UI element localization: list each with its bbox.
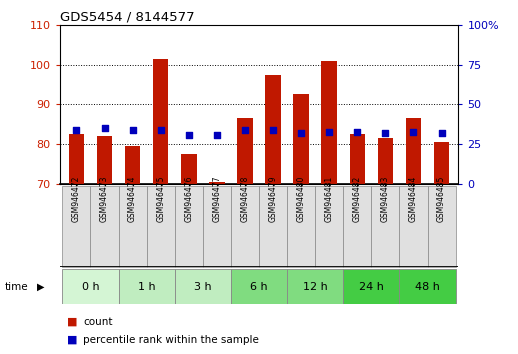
Text: 6 h: 6 h: [250, 282, 268, 292]
Bar: [315, 186, 343, 267]
Text: GSM946475: GSM946475: [156, 176, 165, 222]
Bar: [265, 75, 281, 184]
Point: [213, 132, 221, 137]
Point: [325, 129, 334, 134]
Bar: [427, 186, 456, 267]
Bar: [91, 186, 119, 267]
Point: [269, 127, 277, 133]
Bar: [231, 186, 259, 267]
Point: [353, 129, 362, 134]
Text: GSM946478: GSM946478: [240, 176, 250, 222]
Bar: [343, 269, 399, 304]
Point: [100, 125, 109, 131]
Text: GDS5454 / 8144577: GDS5454 / 8144577: [60, 11, 194, 24]
Bar: [343, 186, 371, 267]
Bar: [399, 269, 456, 304]
Bar: [153, 59, 168, 184]
Text: 0 h: 0 h: [82, 282, 99, 292]
Point: [128, 127, 137, 133]
Bar: [378, 138, 393, 184]
Text: GSM946484: GSM946484: [409, 176, 418, 222]
Bar: [434, 142, 449, 184]
Text: 3 h: 3 h: [194, 282, 212, 292]
Point: [381, 130, 390, 136]
Bar: [399, 186, 427, 267]
Point: [297, 130, 305, 136]
Point: [156, 127, 165, 133]
Text: count: count: [83, 317, 112, 327]
Text: time: time: [5, 282, 29, 292]
Text: GSM946477: GSM946477: [212, 176, 221, 222]
Text: GSM946472: GSM946472: [72, 176, 81, 222]
Text: 48 h: 48 h: [415, 282, 440, 292]
Text: GSM946473: GSM946473: [100, 176, 109, 222]
Bar: [97, 136, 112, 184]
Bar: [406, 118, 421, 184]
Text: 1 h: 1 h: [138, 282, 155, 292]
Text: GSM946474: GSM946474: [128, 176, 137, 222]
Bar: [62, 269, 119, 304]
Bar: [371, 186, 399, 267]
Text: GSM946483: GSM946483: [381, 176, 390, 222]
Text: ▶: ▶: [37, 282, 45, 292]
Text: ■: ■: [67, 335, 78, 345]
Bar: [181, 154, 196, 184]
Text: GSM946476: GSM946476: [184, 176, 193, 222]
Text: 12 h: 12 h: [303, 282, 327, 292]
Bar: [69, 134, 84, 184]
Text: GSM946485: GSM946485: [437, 176, 446, 222]
Bar: [259, 186, 287, 267]
Bar: [175, 269, 231, 304]
Text: GSM946479: GSM946479: [268, 176, 278, 222]
Text: GSM946482: GSM946482: [353, 176, 362, 222]
Bar: [62, 186, 91, 267]
Bar: [287, 186, 315, 267]
Bar: [203, 186, 231, 267]
Text: percentile rank within the sample: percentile rank within the sample: [83, 335, 259, 345]
Bar: [322, 61, 337, 184]
Bar: [119, 269, 175, 304]
Text: GSM946480: GSM946480: [297, 176, 306, 222]
Text: 24 h: 24 h: [359, 282, 384, 292]
Bar: [175, 186, 203, 267]
Point: [73, 127, 81, 133]
Bar: [119, 186, 147, 267]
Bar: [147, 186, 175, 267]
Text: ■: ■: [67, 317, 78, 327]
Text: GSM946481: GSM946481: [325, 176, 334, 222]
Point: [409, 129, 418, 134]
Bar: [293, 95, 309, 184]
Bar: [287, 269, 343, 304]
Bar: [237, 118, 253, 184]
Point: [437, 130, 445, 136]
Bar: [125, 146, 140, 184]
Point: [241, 127, 249, 133]
Bar: [231, 269, 287, 304]
Bar: [209, 182, 225, 184]
Point: [184, 132, 193, 137]
Bar: [350, 134, 365, 184]
